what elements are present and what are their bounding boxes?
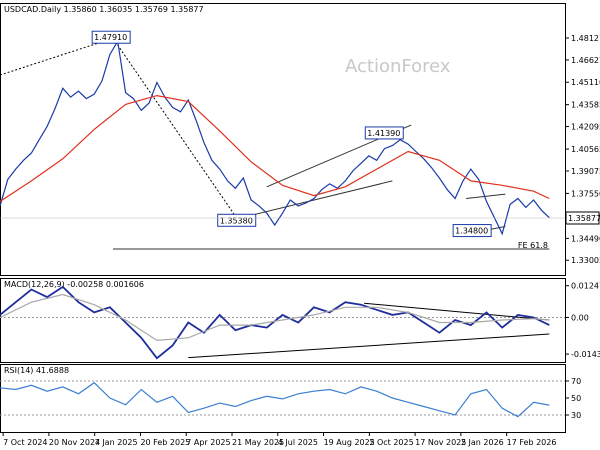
annotation-box (217, 213, 257, 227)
x-tick-label: 4 Jul 2025 (278, 438, 318, 447)
y-tick-label: 0.00 (571, 313, 589, 322)
annotation-label: 1.35380 (220, 216, 253, 225)
x-tick-label: 17 Feb 2026 (507, 438, 557, 447)
annotation-label: FE 61.8 (518, 241, 548, 250)
y-tick-label: 50 (571, 394, 581, 403)
y-tick-label: -0.014389 (571, 350, 600, 359)
annotation-label: 1.47910 (94, 33, 127, 42)
panel-header: RSI(14) 41.6888 (4, 366, 69, 375)
annotation-label: 1.41390 (367, 129, 400, 138)
x-tick-label: 21 May 2025 (232, 438, 284, 447)
annotation-box (452, 224, 492, 238)
panel-rsi: 70 50 30 RSI(14) 41.6888 (0, 364, 581, 433)
series-rsi (0, 381, 550, 418)
x-tick-label: 7 Oct 2024 (3, 438, 47, 447)
x-tick-label: 7 Jan 2025 (95, 438, 138, 447)
x-tick-label: 2 Oct 2025 (369, 438, 413, 447)
panel-macd: 0.012472 0.00 -0.014389 MACD(12,26,9) -0.00… (0, 278, 600, 363)
annotation-label: 1.34800 (455, 227, 488, 236)
x-tick-label: 17 Nov 2025 (415, 438, 466, 447)
series-price (0, 39, 550, 236)
y-tick-label: 70 (571, 377, 581, 386)
x-tick-label: 2 Jan 2026 (461, 438, 504, 447)
macd-trend-upper (364, 302, 550, 321)
annotation-box (91, 30, 131, 44)
y-tick-label: 1.42095 (571, 123, 600, 132)
x-tick-label: 19 Aug 2025 (324, 438, 375, 447)
annotation-box (364, 126, 404, 140)
y-tick-label: 1.34490 (571, 234, 600, 243)
watermark: ActionForex (345, 56, 451, 77)
y-tick-label: 1.39075 (571, 167, 600, 176)
panel-header: MACD(12,26,9) -0.00258 0.001606 (4, 280, 144, 289)
y-tick-label: 1.45110 (571, 78, 600, 87)
y-tick-label: 0.012472 (571, 282, 600, 291)
channel-lower (235, 180, 393, 220)
x-tick-label: 7 Apr 2025 (186, 438, 230, 447)
panel-header: USDCAD.Daily 1.35860 1.36035 1.35769 1.3… (4, 5, 204, 14)
panel-frame (0, 278, 566, 363)
wedge-upper (466, 193, 506, 200)
x-tick-label: 20 Nov 2024 (49, 438, 100, 447)
last-price-box (565, 211, 600, 225)
last-price-label: 1.35877 (568, 214, 600, 223)
y-tick-label: 1.40565 (571, 145, 600, 154)
y-tick-label: 1.46627 (571, 56, 600, 65)
macd-trend-lower (188, 333, 550, 359)
series-signal (0, 293, 550, 342)
y-tick-label: 1.43585 (571, 101, 600, 110)
panel-frame (0, 3, 566, 276)
y-tick-label: 1.37550 (571, 189, 600, 198)
y-tick-label: 30 (571, 411, 581, 420)
x-tick-label: 20 Feb 2025 (140, 438, 190, 447)
y-tick-label: 1.33005 (571, 256, 600, 265)
series-ma (0, 94, 550, 203)
